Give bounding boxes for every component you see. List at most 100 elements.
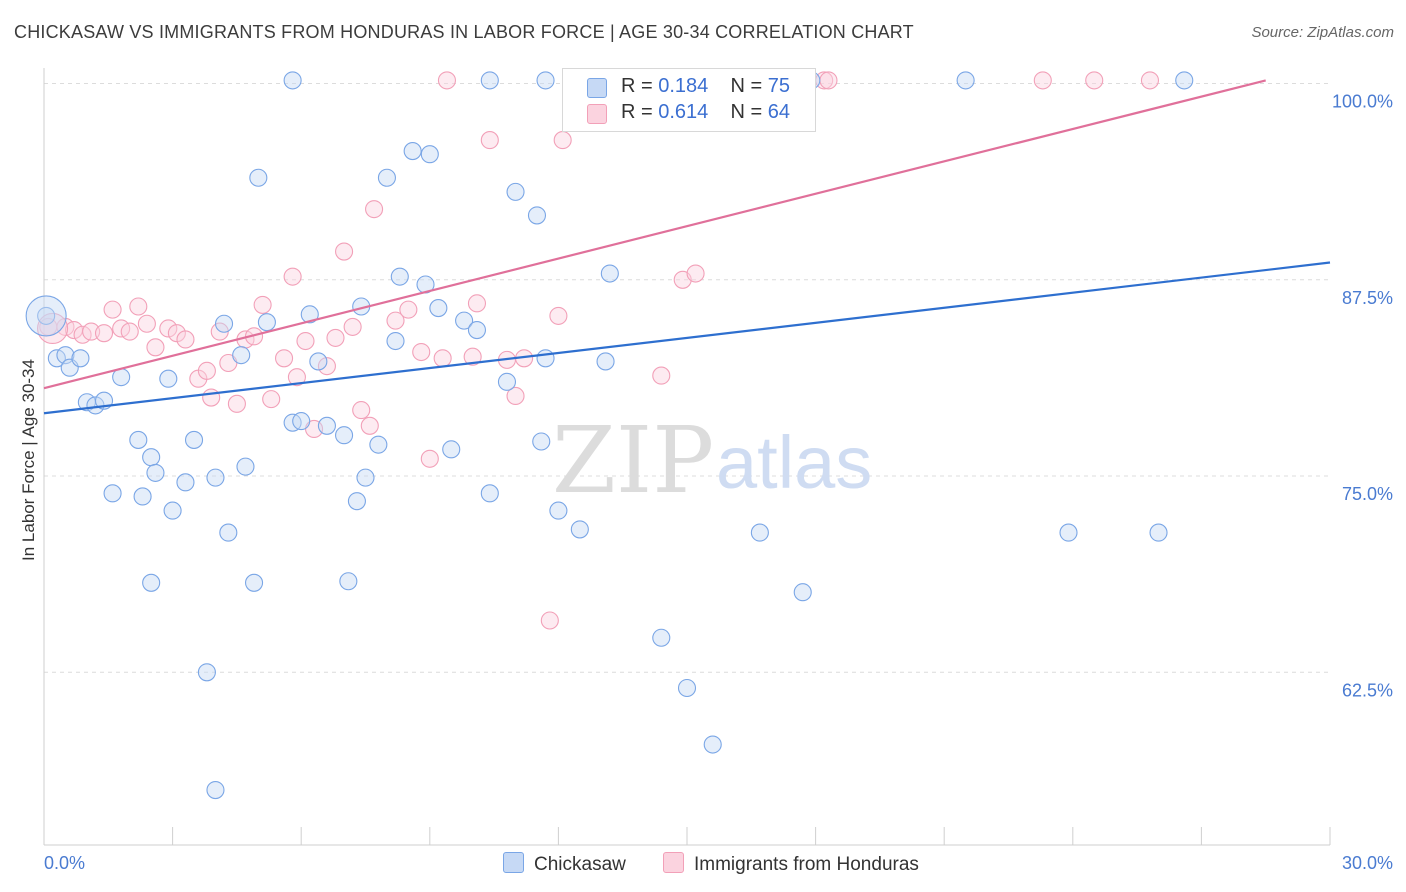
chickasaw-point <box>146 463 165 482</box>
chickasaw-point <box>197 663 216 682</box>
chickasaw-point <box>570 520 589 539</box>
watermark-atlas: atlas <box>716 421 872 504</box>
honduras-point <box>159 319 178 338</box>
bottom-legend-label-honduras: Immigrants from Honduras <box>694 854 919 875</box>
chickasaw-point <box>283 71 302 90</box>
honduras-point <box>352 401 371 420</box>
honduras-point <box>94 324 114 343</box>
bottom-legend-swatch-honduras <box>663 852 684 873</box>
honduras-point <box>433 349 452 368</box>
chickasaw-point <box>480 71 499 90</box>
chickasaw-point <box>129 430 148 449</box>
chickasaw-point <box>206 780 225 800</box>
honduras-point <box>176 330 195 349</box>
chickasaw-point <box>37 306 56 325</box>
honduras-point <box>326 328 345 347</box>
bottom-legend-label-chickasaw: Chickasaw <box>534 854 626 875</box>
correlation-legend: R = 0.184 N = 75 R = 0.614 N = 64 <box>562 68 816 132</box>
y-tick-label: 87.5% <box>1342 288 1393 308</box>
chickasaw-point <box>184 430 204 449</box>
honduras-point <box>506 386 525 406</box>
chickasaw-point <box>214 314 234 333</box>
honduras-point <box>202 388 221 407</box>
honduras-point <box>1085 71 1104 90</box>
honduras-point <box>360 416 379 435</box>
honduras-point <box>253 295 272 314</box>
chickasaw-point <box>793 583 812 602</box>
chickasaw-point <box>339 572 358 591</box>
bottom-legend-honduras: Immigrants from Honduras <box>663 852 919 876</box>
chickasaw-point <box>600 264 619 283</box>
chickasaw-point <box>309 352 328 371</box>
honduras-point <box>283 267 302 286</box>
x-tick-label-min: 0.0% <box>44 853 85 873</box>
chart-title: CHICKASAW VS IMMIGRANTS FROM HONDURAS IN… <box>14 22 914 42</box>
honduras-point <box>480 131 499 150</box>
chickasaw-point <box>176 473 195 492</box>
axes <box>43 68 1331 846</box>
honduras-point <box>819 71 838 90</box>
trend-line-chickasaw <box>43 261 1331 415</box>
honduras-point <box>1140 71 1160 90</box>
legend-n-label: N = <box>730 101 768 123</box>
x-tick-label-max: 30.0% <box>1342 853 1393 873</box>
honduras-point <box>296 331 315 351</box>
honduras-point <box>335 242 354 261</box>
honduras-point <box>540 611 559 630</box>
honduras-points <box>37 71 1160 630</box>
chickasaw-point <box>236 457 255 476</box>
honduras-point <box>197 361 216 380</box>
honduras-point <box>227 394 246 413</box>
chickasaw-point <box>1059 523 1078 542</box>
chickasaw-point <box>596 352 615 371</box>
honduras-point <box>317 357 336 376</box>
chickasaw-point <box>103 484 122 503</box>
y-tick-labels: 62.5% 75.0% 87.5% 100.0% <box>1332 92 1393 701</box>
y-tick-label: 62.5% <box>1342 680 1393 700</box>
trend-lines <box>43 79 1331 415</box>
chickasaw-point <box>317 416 336 435</box>
honduras-point <box>262 390 281 409</box>
chickasaw-point <box>677 678 697 698</box>
chickasaw-point <box>1175 71 1194 90</box>
honduras-point <box>463 347 482 366</box>
chickasaw-point <box>1149 523 1168 542</box>
legend-n-label: N = <box>730 75 768 97</box>
y-tick-label: 75.0% <box>1342 484 1393 504</box>
honduras-point <box>399 300 418 319</box>
chickasaw-point <box>71 349 90 368</box>
trend-line-honduras <box>43 79 1266 390</box>
chickasaw-point <box>536 349 555 368</box>
chickasaw-point <box>249 168 268 187</box>
chickasaw-point <box>455 311 474 330</box>
honduras-point <box>146 338 165 357</box>
chickasaw-point <box>292 412 311 431</box>
chickasaw-point <box>300 305 319 324</box>
honduras-point <box>412 342 431 362</box>
watermark: ZIP atlas <box>552 407 872 514</box>
chickasaw-point <box>347 492 366 511</box>
source-label: Source: ZipAtlas.com <box>1251 24 1394 41</box>
honduras-point <box>343 317 362 336</box>
chickasaw-point <box>652 628 671 647</box>
chickasaw-point <box>480 484 499 503</box>
chickasaw-point <box>206 468 225 487</box>
legend-swatch-chickasaw <box>587 78 607 98</box>
legend-swatch-honduras <box>587 104 607 124</box>
legend-r-value: 0.614 <box>658 101 709 123</box>
honduras-point <box>437 71 456 90</box>
chickasaw-point <box>142 573 161 592</box>
chickasaw-point <box>219 523 238 542</box>
honduras-point <box>686 264 705 283</box>
y-axis-title: In Labor Force | Age 30-34 <box>19 359 38 561</box>
honduras-point <box>129 297 148 316</box>
chickasaw-point <box>506 182 525 201</box>
honduras-point <box>420 449 439 468</box>
chickasaw-point <box>429 299 448 318</box>
honduras-point <box>287 368 306 387</box>
chickasaw-point <box>442 440 461 459</box>
chickasaw-point <box>356 468 375 487</box>
honduras-point <box>120 322 139 341</box>
bottom-legend-chickasaw: Chickasaw <box>503 852 626 876</box>
